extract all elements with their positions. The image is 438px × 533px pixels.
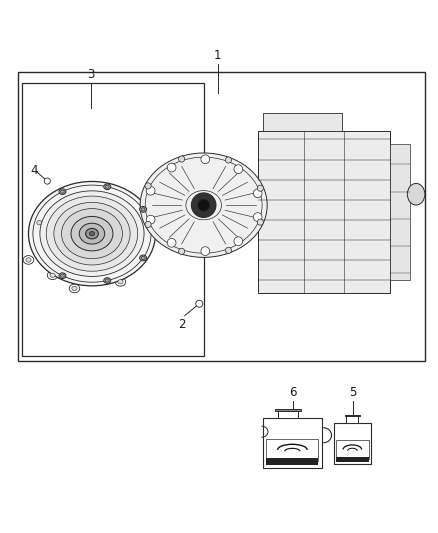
Ellipse shape: [69, 284, 80, 293]
Ellipse shape: [60, 190, 64, 193]
Bar: [22, 83, 204, 356]
Ellipse shape: [89, 231, 95, 236]
Circle shape: [253, 189, 262, 198]
Circle shape: [146, 215, 155, 224]
Ellipse shape: [37, 221, 42, 225]
Bar: [18, 71, 425, 361]
Ellipse shape: [26, 258, 31, 262]
Circle shape: [179, 156, 185, 162]
Ellipse shape: [140, 153, 267, 257]
Ellipse shape: [23, 256, 34, 264]
Circle shape: [167, 163, 176, 172]
Ellipse shape: [46, 196, 138, 271]
Ellipse shape: [59, 273, 66, 279]
Circle shape: [179, 248, 185, 254]
Text: 5: 5: [349, 386, 356, 399]
Circle shape: [226, 247, 232, 253]
Bar: [336, 440, 369, 459]
Circle shape: [257, 185, 263, 191]
Ellipse shape: [71, 216, 113, 251]
Text: 2: 2: [178, 318, 186, 331]
Ellipse shape: [106, 279, 109, 282]
Ellipse shape: [104, 278, 111, 284]
Bar: [258, 131, 390, 293]
Ellipse shape: [54, 203, 130, 265]
Circle shape: [234, 237, 243, 246]
Circle shape: [201, 247, 210, 255]
Ellipse shape: [104, 184, 111, 190]
Bar: [275, 409, 300, 411]
Ellipse shape: [72, 286, 77, 290]
Ellipse shape: [140, 255, 147, 261]
Circle shape: [198, 199, 210, 211]
Ellipse shape: [118, 280, 123, 284]
Ellipse shape: [115, 278, 126, 286]
Ellipse shape: [50, 273, 55, 277]
Ellipse shape: [60, 274, 64, 277]
Bar: [390, 144, 410, 280]
Circle shape: [191, 193, 216, 217]
Bar: [346, 416, 358, 423]
Circle shape: [253, 213, 262, 221]
Circle shape: [226, 157, 232, 163]
Ellipse shape: [59, 189, 66, 195]
Bar: [266, 439, 318, 461]
Ellipse shape: [141, 208, 145, 211]
Circle shape: [201, 155, 210, 164]
Ellipse shape: [85, 229, 98, 239]
Bar: [334, 423, 371, 464]
Text: 3: 3: [88, 68, 95, 81]
Ellipse shape: [79, 223, 105, 244]
Ellipse shape: [407, 183, 425, 205]
Bar: [278, 411, 298, 418]
Bar: [345, 415, 360, 416]
Circle shape: [234, 165, 243, 174]
Text: 1: 1: [214, 49, 222, 61]
Ellipse shape: [47, 271, 58, 280]
Bar: [263, 113, 342, 131]
Ellipse shape: [40, 191, 144, 277]
Ellipse shape: [61, 208, 123, 259]
Ellipse shape: [141, 256, 145, 260]
Text: 4: 4: [30, 164, 38, 176]
Circle shape: [146, 187, 155, 195]
Circle shape: [257, 219, 263, 225]
Circle shape: [167, 238, 176, 247]
Ellipse shape: [28, 181, 155, 286]
Circle shape: [145, 183, 151, 189]
Ellipse shape: [34, 219, 45, 227]
Ellipse shape: [140, 206, 147, 212]
Ellipse shape: [106, 185, 109, 188]
Bar: [336, 457, 369, 463]
Circle shape: [145, 221, 151, 228]
Circle shape: [44, 178, 50, 184]
Bar: [266, 458, 318, 465]
Bar: [263, 418, 322, 468]
Text: 6: 6: [289, 386, 297, 399]
Circle shape: [196, 300, 203, 307]
